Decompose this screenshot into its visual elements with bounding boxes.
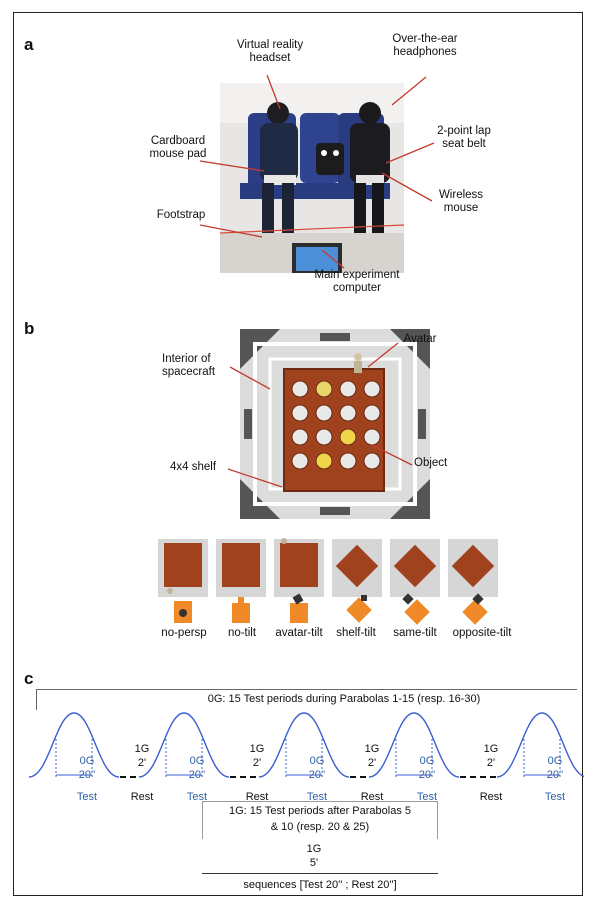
label-shelf: 4x4 shelf <box>170 461 217 473</box>
glyph-shelf-tilt <box>346 595 372 623</box>
one-g-bottom: 5' <box>309 857 319 869</box>
parabola-curve <box>496 712 584 778</box>
box-1g-line2: & 10 (resp. 20 & 25) <box>270 821 370 833</box>
panel-b-leaders <box>227 342 413 488</box>
label-interior: Interior of spacecraft <box>162 353 216 378</box>
parabola-curve <box>28 712 120 778</box>
rest-label: Rest <box>479 791 503 803</box>
rest-label-duration: 2' <box>486 757 496 769</box>
glyph-avatar-tilt <box>290 593 308 623</box>
spacecraft-illustration <box>240 329 430 519</box>
condition-label-same-tilt: same-tilt <box>393 627 437 639</box>
rest-label-duration: 2' <box>252 757 262 769</box>
panel-b-letter: b <box>24 319 35 338</box>
panel-a-letter: a <box>24 35 34 54</box>
bump-label-duration: 20'' <box>308 769 326 781</box>
condition-label-avatar-tilt: avatar-tilt <box>275 627 323 639</box>
label-avatar: Avatar <box>403 333 437 345</box>
condition-label-opposite-tilt: opposite-tilt <box>452 627 512 639</box>
test-label: Test <box>306 791 328 803</box>
thumb-opposite-tilt <box>448 539 498 597</box>
label-wireless-mouse: Wireless mouse <box>438 189 484 214</box>
thumb-no-persp <box>158 539 208 597</box>
sequences-rule <box>202 873 438 874</box>
glyph-no-persp <box>174 601 192 623</box>
box-1g-line1: 1G: 15 Test periods after Parabolas 5 <box>228 805 411 817</box>
parabola-curve <box>368 712 460 778</box>
rest-label-duration: 2' <box>137 757 147 769</box>
rest-label: Rest <box>130 791 154 803</box>
condition-label-no-persp: no-persp <box>161 627 207 639</box>
bump-label-duration: 20'' <box>546 769 564 781</box>
header-0g-bracket <box>36 689 577 710</box>
rest-label-1g: 1G <box>364 743 380 755</box>
experiment-photo <box>220 83 404 273</box>
panel-a-leaders <box>199 74 435 269</box>
glyph-same-tilt <box>402 593 430 625</box>
test-label: Test <box>186 791 208 803</box>
sequences-label: sequences [Test 20'' ; Rest 20''] <box>243 879 397 891</box>
glyph-no-tilt <box>232 597 250 623</box>
panel-c-letter: c <box>24 669 34 688</box>
rest-label-duration: 2' <box>367 757 377 769</box>
label-seat-belt: 2-point lap seat belt <box>437 125 491 150</box>
label-footstrap: Footstrap <box>156 209 206 221</box>
glyph-opposite-tilt <box>462 593 488 625</box>
rest-label-1g: 1G <box>483 743 499 755</box>
bump-label-0g: 0G <box>79 755 95 767</box>
spacecraft-scene <box>240 329 430 519</box>
test-label: Test <box>76 791 98 803</box>
bump-label-0g: 0G <box>547 755 563 767</box>
test-label: Test <box>416 791 438 803</box>
box-1g <box>202 801 438 839</box>
thumb-avatar-tilt <box>274 538 324 597</box>
one-g-top: 1G <box>306 843 322 855</box>
thumb-shelf-tilt <box>332 539 382 597</box>
thumb-same-tilt <box>390 539 440 597</box>
bump-label-duration: 20'' <box>418 769 436 781</box>
bump-label-duration: 20'' <box>78 769 96 781</box>
bump-label-0g: 0G <box>309 755 325 767</box>
label-mouse-pad: Cardboard mouse pad <box>149 135 207 160</box>
bump-label-duration: 20'' <box>188 769 206 781</box>
condition-label-shelf-tilt: shelf-tilt <box>336 627 376 639</box>
condition-thumbnails <box>158 538 498 597</box>
rest-label-1g: 1G <box>249 743 265 755</box>
rest-label: Rest <box>245 791 269 803</box>
figure-frame: a <box>13 12 584 896</box>
test-label: Test <box>544 791 566 803</box>
rest-label-1g: 1G <box>134 743 150 755</box>
parabola-curve <box>138 712 230 778</box>
bump-label-0g: 0G <box>419 755 435 767</box>
rest-label: Rest <box>360 791 384 803</box>
thumb-no-tilt <box>216 539 266 597</box>
bump-label-0g: 0G <box>189 755 205 767</box>
condition-label-no-tilt: no-tilt <box>227 627 257 639</box>
parabola-curve <box>258 712 350 778</box>
condition-glyphs <box>174 593 488 625</box>
header-0g: 0G: 15 Test periods during Parabolas 1-1… <box>207 693 481 705</box>
timeline-svg <box>28 712 584 778</box>
label-object: Object <box>414 457 448 469</box>
label-computer: Main experiment computer <box>314 269 400 294</box>
label-vr-headset: Virtual reality headset <box>236 39 304 64</box>
label-headphones: Over-the-ear headphones <box>392 33 458 58</box>
experiment-photo-illustration <box>220 83 404 273</box>
